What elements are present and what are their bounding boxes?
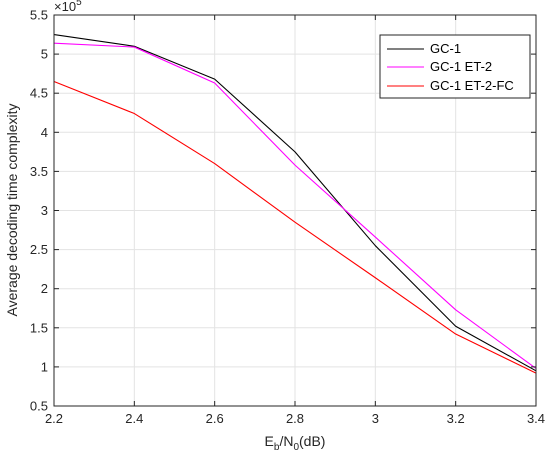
y-tick-label: 3.5 [30, 164, 48, 179]
x-tick-label: 3.4 [527, 411, 545, 426]
y-tick-label: 2.5 [30, 242, 48, 257]
series-layer [53, 34, 537, 374]
x-axis-label: Eb/N0(dB) [265, 433, 326, 453]
legend-label-gc1-et2-fc: GC-1 ET-2-FC [430, 78, 514, 93]
y-tick-label: 5.5 [30, 8, 48, 23]
y-tick-label: 4 [41, 125, 48, 140]
legend-label-gc1: GC-1 [430, 41, 461, 56]
y-axis-label: Average decoding time complexity [4, 104, 20, 317]
y-tick-label: 3 [41, 203, 48, 218]
x-tick-label: 2.8 [286, 411, 304, 426]
x-tick-label: 2.2 [45, 411, 63, 426]
series-line-gc-1-et-2 [53, 42, 537, 369]
series-line-gc-1-et-2-fc [53, 80, 537, 374]
axis-ticks: 2.2 2.4 2.6 2.8 3 3.2 3.4 0.5 1 1.5 2 2.5 3 3.5 4 4.5 5 5… [30, 8, 545, 427]
y-tick-label: 1 [41, 359, 48, 374]
x-tick-label: 2.6 [206, 411, 224, 426]
y-tick-label: 0.5 [30, 399, 48, 414]
x-tick-label: 2.4 [125, 411, 143, 426]
y-tick-label: 4.5 [30, 86, 48, 101]
y-tick-label: 1.5 [30, 320, 48, 335]
x-tick-label: 3 [372, 411, 379, 426]
y-tick-label: 5 [41, 47, 48, 62]
legend-label-gc1-et2: GC-1 ET-2 [430, 59, 492, 74]
legend: GC-1 GC-1 ET-2 GC-1 ET-2-FC [379, 34, 531, 99]
series-line-gc-1 [53, 34, 537, 372]
y-tick-label: 2 [41, 281, 48, 296]
x-tick-label: 3.2 [447, 411, 465, 426]
y-exponent-label: ×105 [54, 0, 82, 14]
